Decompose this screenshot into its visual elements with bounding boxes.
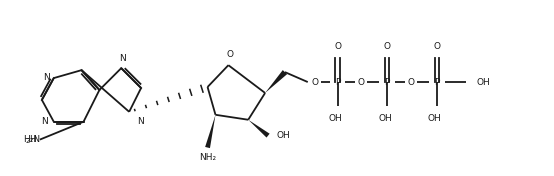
Text: 2: 2 [25,138,30,144]
Text: P: P [434,78,439,87]
Text: O: O [358,78,365,87]
Polygon shape [248,120,270,138]
Text: OH: OH [329,114,342,123]
Text: O: O [311,78,318,87]
Text: OH: OH [476,78,490,87]
Text: H₂N: H₂N [23,135,40,144]
Text: OH: OH [378,114,392,123]
Text: O: O [334,42,341,51]
Text: NH₂: NH₂ [199,153,216,162]
Text: O: O [407,78,414,87]
Text: OH: OH [276,131,290,140]
Polygon shape [205,115,216,148]
Text: N: N [41,117,48,126]
Text: H: H [29,135,36,144]
Text: O: O [433,42,440,51]
Text: O: O [383,42,391,51]
Text: OH: OH [428,114,442,123]
Text: N: N [137,117,144,126]
Text: P: P [384,78,390,87]
Text: N: N [119,54,126,63]
Text: P: P [335,78,340,87]
Text: O: O [227,50,234,59]
Text: N: N [43,73,50,82]
Polygon shape [265,70,287,93]
